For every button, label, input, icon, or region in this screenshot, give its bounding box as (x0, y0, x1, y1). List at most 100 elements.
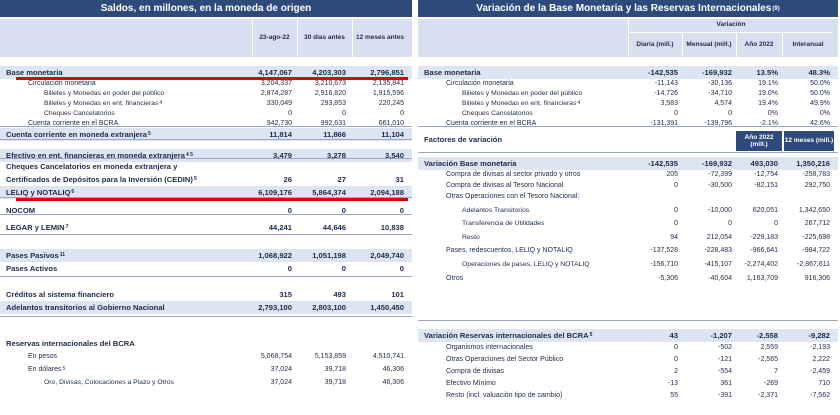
left-cell-value: 0 (288, 109, 292, 117)
left-row-highlight (0, 301, 412, 314)
left-row-label: Oro, Divisas, Colocaciones a Plazo y Otr… (44, 378, 174, 386)
right-row-highlight (418, 157, 838, 170)
right-cell-value: -2,867,611 (797, 260, 830, 268)
left-cell-value: 27 (337, 174, 346, 184)
right-cell-value: -121 (717, 355, 732, 363)
right-cell-value: 4,574 (714, 99, 732, 107)
right-cell-value: -5,306 (658, 274, 678, 282)
right-cell-value: -554 (717, 367, 732, 375)
right-cell-value: -2,193 (810, 343, 830, 351)
left-row-highlight (0, 128, 412, 141)
left-cell-value: 26 (283, 174, 292, 184)
left-divider (0, 276, 412, 277)
left-cell-value: 942,730 (266, 119, 292, 127)
right-cell-value: 0 (674, 219, 678, 227)
left-row-footnote: 6 (71, 189, 75, 195)
left-cell-value: 2,803,100 (312, 302, 346, 312)
right-row-label: Variación Reservas internacionales del B… (424, 330, 593, 340)
right-row-footnote: 5 (589, 332, 593, 338)
left-cell-value: 2,135,841 (372, 79, 404, 87)
left-cell-value: 4,147,067 (258, 67, 292, 77)
left-cell-value: 46,306 (382, 365, 404, 373)
right-cell-value: -229,183 (750, 233, 778, 241)
left-cell-value: 0 (400, 109, 404, 117)
left-cell-value: 2,874,287 (260, 89, 292, 97)
left-cell-value: 46,306 (382, 378, 404, 386)
right-cell-value: 0 (674, 181, 678, 189)
left-row-label: Circulación monetaria (28, 79, 96, 87)
left-row-label: LELIQ y NOTALIQ 6 (6, 187, 75, 197)
left-cell-value: 0 (342, 109, 346, 117)
left-cell-value: 1,068,922 (258, 250, 292, 260)
left-row-label: Adelantos transitorios al Gobierno Nacio… (6, 302, 165, 312)
right-cell-value: -225,698 (802, 233, 830, 241)
right-cell-value: 19.1% (758, 79, 778, 87)
left-row-highlight (0, 66, 412, 79)
left-row-label: Certificados de Depósitos para la Invers… (6, 174, 197, 184)
right-row-label: Otras Operaciones con el Tesoro Nacional… (446, 192, 580, 200)
left-cell-value: 3,479 (272, 150, 292, 160)
col-header-interanual: Interanual (792, 41, 824, 48)
right-divider (418, 320, 838, 321)
right-cell-value: -1,207 (710, 330, 732, 340)
right-cell-value: -415,107 (704, 260, 732, 268)
left-divider (0, 197, 412, 198)
left-row-label: Pases Activos (6, 263, 58, 273)
left-cell-value: 3,204,337 (260, 79, 292, 87)
left-cell-value: 2,049,740 (370, 250, 404, 260)
right-cell-value: 212,054 (706, 233, 732, 241)
right-cell-value: -11,143 (654, 79, 678, 87)
left-row-label: Cheques Cancelatorios en moneda extranje… (6, 161, 178, 171)
left-row-footnote: 4 5 (185, 152, 193, 158)
right-cell-value: -2,565 (758, 355, 778, 363)
right-cell-value: 1,350,216 (796, 158, 830, 168)
left-cell-value: 3,278 (326, 150, 346, 160)
right-column-header-row: Variación Diaria (mill.) Mensual (mill.)… (418, 19, 838, 57)
right-cell-value: 0% (767, 109, 778, 117)
right-panel: Variación de la Base Monetaria y las Res… (418, 0, 838, 415)
right-row-highlight (418, 66, 838, 79)
left-divider (0, 158, 412, 159)
left-cell-value: 0 (399, 263, 404, 273)
right-row-label: Billetes y Monedas en ent. financieras 4 (462, 99, 581, 107)
right-cell-value: 916,306 (804, 274, 830, 282)
right-cell-value: 493,030 (750, 158, 778, 168)
right-cell-value: -984,722 (802, 246, 830, 254)
left-row-label: Créditos al sistema financiero (6, 289, 115, 299)
right-cell-value: 710 (818, 379, 830, 387)
left-column-header-row: 23-ago-22 30 días antes 12 meses antes (0, 19, 412, 57)
right-row-label: Circulación monetaria (446, 79, 514, 87)
col-header-mensual: Mensual (mill.) (686, 41, 732, 48)
right-cell-value: -10,000 (708, 206, 732, 214)
left-cell-value: 3,210,673 (314, 79, 346, 87)
right-cell-value: 205 (666, 170, 678, 178)
right-cell-value: -156,710 (650, 260, 678, 268)
right-cell-value: -34,710 (708, 89, 732, 97)
right-row-label: Variación Base monetaria (424, 158, 517, 168)
right-row-label: Factores de variación (424, 134, 503, 144)
right-title-text: Variación de la Base Monetaria y las Res… (476, 3, 772, 14)
left-cell-value: 293,853 (320, 99, 346, 107)
left-cell-value: 11,866 (323, 129, 346, 139)
left-row-label: Cheques Cancelatorios (44, 109, 115, 117)
left-cell-value: 5,864,374 (312, 187, 346, 197)
right-divider (418, 126, 838, 127)
left-divider (0, 139, 412, 140)
left-row-label: Reservas internacionales del BCRA (6, 338, 135, 348)
right-cell-value: 2,222 (812, 355, 830, 363)
left-cell-value: 315 (279, 289, 292, 299)
left-cell-value: 5,153,859 (314, 352, 346, 360)
right-cell-value: 0 (728, 109, 732, 117)
right-cell-value: -139,796 (704, 119, 732, 127)
col-header-date: 23-ago-22 (259, 34, 290, 41)
right-row-highlight (418, 329, 838, 342)
left-row-label: Cuenta corriente en moneda extranjera 5 (6, 129, 151, 139)
right-cell-value: 267,712 (804, 219, 830, 227)
left-cell-value: 1,450,450 (370, 302, 404, 312)
right-cell-value: -14,726 (654, 89, 678, 97)
col-header-12-months: 12 meses antes (355, 34, 405, 41)
left-cell-value: 3,540 (384, 150, 404, 160)
right-row-label: Pases, redescuentos, LELIQ y NOTALIQ (446, 246, 573, 254)
left-row-footnote: 5 (62, 366, 66, 372)
right-cell-value: 1,342,650 (798, 206, 830, 214)
